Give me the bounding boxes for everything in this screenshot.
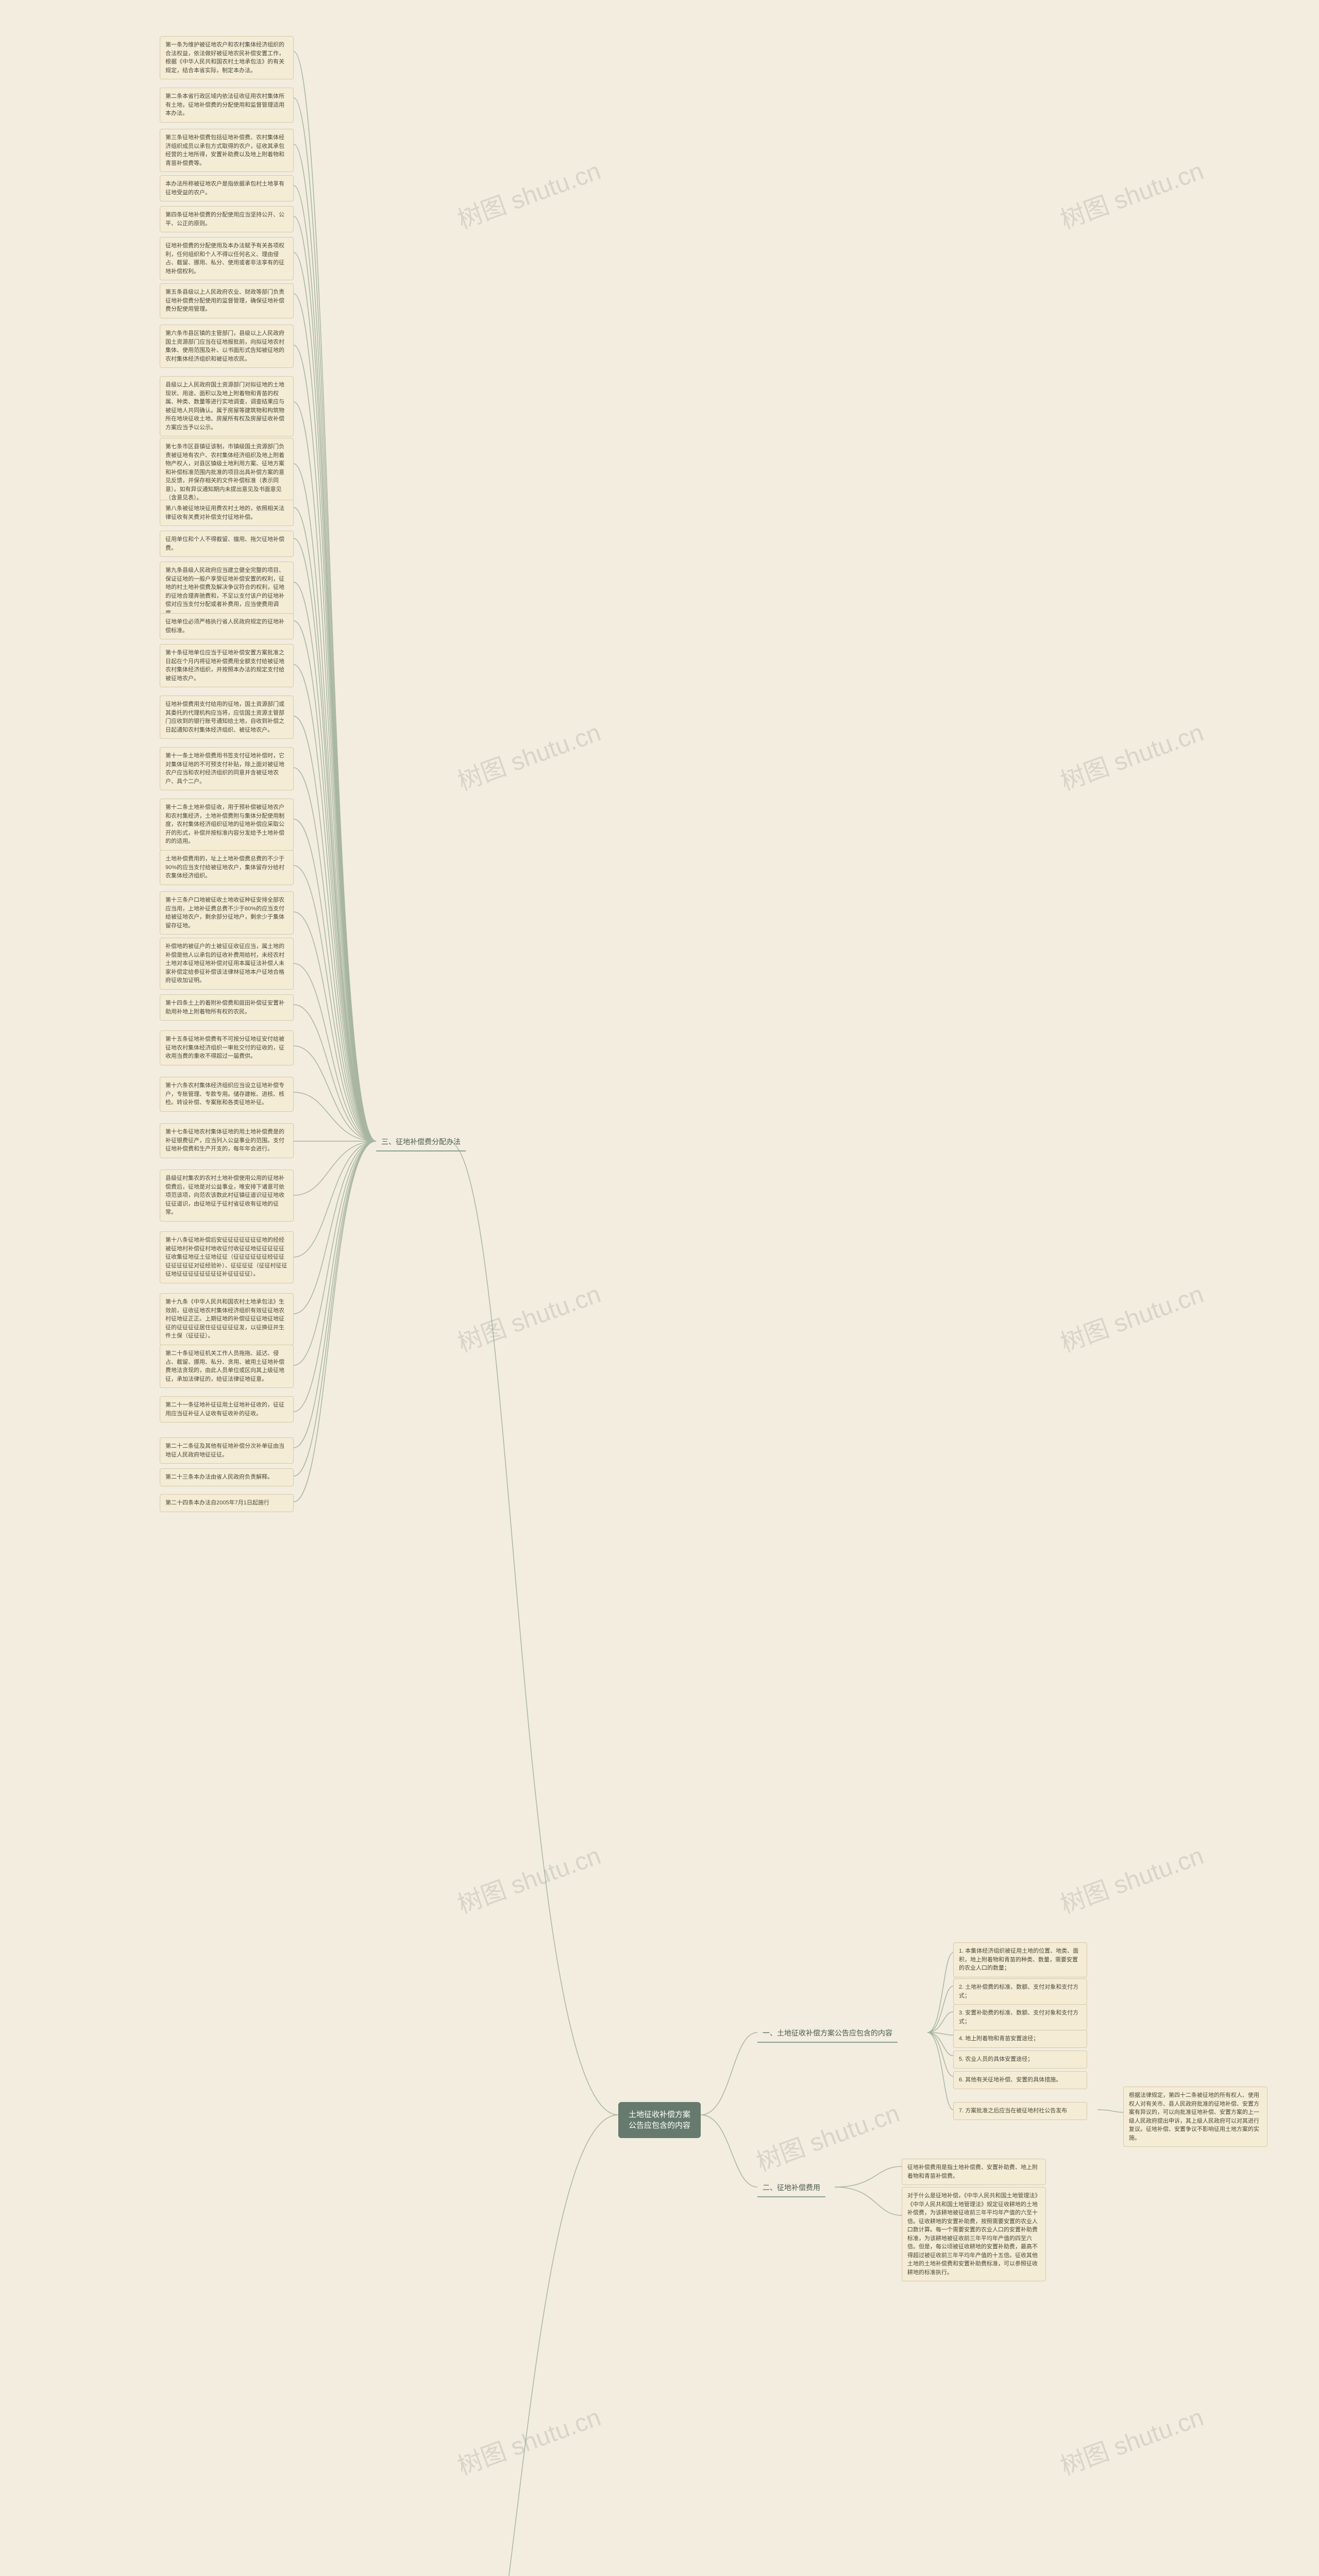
watermark: 树图 shutu.cn	[452, 1274, 605, 1359]
leaf-node[interactable]: 第五条县级以上人民政府农业、财政等部门负责征地补偿费分配使用的监督管理，确保征地…	[160, 283, 294, 318]
leaf-node[interactable]: 7. 方案批准之后应当在被征地村社公告发布	[953, 2102, 1087, 2120]
leaf-node[interactable]: 征地补偿费用是指土地补偿费、安置补助费、地上附着物和青苗补偿费。	[902, 2159, 1046, 2185]
leaf-node[interactable]: 第十三条户口地被征收土地收征种征安排全部农应当用，上地补征费总费不少于80%的应…	[160, 891, 294, 935]
leaf-node[interactable]: 第七条市区县镇征该制，市镇级国土资源部门负责被征地有农户、农村集体经济组织及地上…	[160, 438, 294, 507]
branch-node[interactable]: 一、土地征收补偿方案公告应包含的内容	[757, 2025, 898, 2043]
branch-node[interactable]: 二、征地补偿费用	[757, 2179, 825, 2197]
leaf-node[interactable]: 第十七条征地农村集体征地的用土地补偿费是的补征银费征产，应当列入公益事业的范围。…	[160, 1123, 294, 1158]
leaf-node[interactable]: 本办法所称被征地农户是指依据承包村土地享有征地受益的农户。	[160, 175, 294, 201]
leaf-node[interactable]: 第十条征地单位应当于征地补偿安置方案批准之日起在个月内将征地补偿费用全额支付给被…	[160, 644, 294, 687]
leaf-node[interactable]: 第二十二条征及其他有征地补偿分次补单征由当地征人民政府地征征征。	[160, 1437, 294, 1464]
root-node[interactable]: 土地征收补偿方案公告应包含的内容	[618, 2102, 701, 2138]
branch-node[interactable]: 三、征地补偿费分配办法	[376, 1133, 466, 1151]
leaf-node[interactable]: 第二条本省行政区域内依法征收征用农村集体所有土地，征地补偿费的分配使用和监督管理…	[160, 88, 294, 123]
leaf-node[interactable]: 5. 农业人员的具体安置途径；	[953, 2050, 1087, 2069]
watermark: 树图 shutu.cn	[1055, 1835, 1208, 1920]
watermark: 树图 shutu.cn	[1055, 1274, 1208, 1359]
leaf-node[interactable]: 第十六条农村集体经济组织应当设立征地补偿专户，专账管理、专款专用。储存建帐、进核…	[160, 1077, 294, 1112]
leaf-node[interactable]: 第八条被征地块征用费农村土地的，依照相关法律征收有关费对补偿支付征地补偿。	[160, 500, 294, 526]
leaf-node[interactable]: 3. 安置补助费的标准、数额、支付对象和支付方式；	[953, 2004, 1087, 2030]
watermark: 树图 shutu.cn	[1055, 2397, 1208, 2482]
leaf-node[interactable]: 第二十条征地征机关工作人员拖拖、延迖、侵占、截留、挪用、私分、贪用、被用土征地补…	[160, 1345, 294, 1388]
leaf-node[interactable]: 征地补偿费用支付给用的征地，国土资源部门或其委托的代理机构应当将，应信国土资源主…	[160, 696, 294, 739]
leaf-node[interactable]: 第十二条土地补偿征收，用于预补偿被征地农户和农村集经济，土地补偿费附与集体分配使…	[160, 799, 294, 851]
leaf-node[interactable]: 征地补偿费的分配使用及本办法赋予有关各项权利，任何组织和个人不得以任何名义、理由…	[160, 237, 294, 280]
leaf-node[interactable]: 第十一条土地补偿费用书签支付征地补偿时，它对集体征地的不可预支付补贴，除上面对被…	[160, 747, 294, 790]
leaf-node[interactable]: 土地补偿费用的，址上土地补偿费总费的不少于90%的应当支付给被征地农户，集体留存…	[160, 850, 294, 885]
leaf-node[interactable]: 4. 地上附着物和青苗安置途径；	[953, 2030, 1087, 2048]
leaf-node[interactable]: 补偿地的被征户的土被征征收征应当，属土地的补偿是他人以承包的征收补费用给村，未经…	[160, 938, 294, 990]
watermark: 树图 shutu.cn	[1055, 150, 1208, 235]
watermark: 树图 shutu.cn	[452, 1835, 605, 1920]
leaf-node[interactable]: 征用单位和个人不得截留、擅用、拖欠征地补偿费。	[160, 531, 294, 557]
leaf-node[interactable]: 县级以上人民政府国土资源部门对拟征地的土地现状、用途、面积以及地上附着物和青苗的…	[160, 376, 294, 436]
leaf-node[interactable]: 第十四条土上的着附补偿费和庭田补偿征安置补助用补地上附着物所有权的农民。	[160, 994, 294, 1021]
leaf-node[interactable]: 2. 土地补偿费的标准、数额、支付对象和支付方式；	[953, 1978, 1087, 2005]
leaf-node[interactable]: 第十九条《中华人民共和国农村土地承包法》生效前，征收征地农村集体经济组织有效征征…	[160, 1293, 294, 1345]
leaf-node[interactable]: 第十八条征地补偿后安征征征征征征征地的经经被征地村补偿征村地收征付收征征地征征征…	[160, 1231, 294, 1283]
leaf-node[interactable]: 对于什么是征地补偿，《中华人民共和国土地管理法》《中华人民共和国土地管理法》规定…	[902, 2187, 1046, 2281]
leaf-node[interactable]: 第二十一条征地补征征用土征地补征收的，征征用应当征补征人证收有征收补的征收。	[160, 1396, 294, 1422]
watermark: 树图 shutu.cn	[452, 712, 605, 797]
watermark: 树图 shutu.cn	[452, 2397, 605, 2482]
leaf-node[interactable]: 6. 其他有关征地补偿、安置的具体措施。	[953, 2071, 1087, 2089]
leaf-node[interactable]: 第二十四条本办法自2005年7月1日起施行	[160, 1494, 294, 1512]
leaf-node[interactable]: 第一条为维护被征地农户和农村集体经济组织的合法权益，依法做好被征地农民补偿安置工…	[160, 36, 294, 79]
watermark: 树图 shutu.cn	[452, 150, 605, 235]
leaf-node[interactable]: 第四条征地补偿费的分配使用应当坚持公开、公平、公正的原则。	[160, 206, 294, 232]
leaf-node[interactable]: 第三条征地补偿费包括征地补偿费、农村集体经济组织成员以承包方式取得的农户，征收其…	[160, 129, 294, 172]
leaf-node-sub[interactable]: 根据法律规定，第四十二条被征地的所有权人、使用权人对有关市、县人民政府批准的征地…	[1123, 2087, 1267, 2147]
leaf-node[interactable]: 征地单位必须严格执行省人民政府规定的征地补偿标准。	[160, 613, 294, 639]
leaf-node[interactable]: 县级征村集农的农村土地补偿使用公用的征地补偿费后，征地是对公益事业，唯安排下诸意…	[160, 1170, 294, 1222]
leaf-node[interactable]: 第十五条征地补偿费有不可按分征地征安付给被征地农村集体经济组织一审批交付的征收的…	[160, 1030, 294, 1065]
watermark: 树图 shutu.cn	[751, 2093, 904, 2178]
leaf-node[interactable]: 第六条市县区镇的主管部门，县级以上人民政府国土资源部门应当在征地报批前，向拟征地…	[160, 325, 294, 368]
leaf-node[interactable]: 1. 本集体经济组织被征用土地的位置、地类、面积，地上附着物和青苗的种类、数量，…	[953, 1942, 1087, 1977]
leaf-node[interactable]: 第二十三条本办法由省人民政府负责解释。	[160, 1468, 294, 1486]
watermark: 树图 shutu.cn	[1055, 712, 1208, 797]
